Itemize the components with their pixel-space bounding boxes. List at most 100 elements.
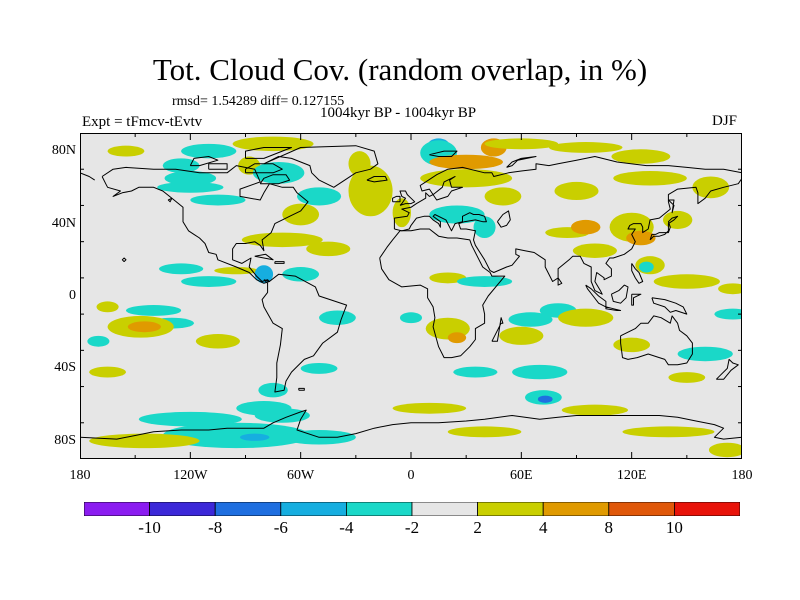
coastline (298, 387, 305, 391)
anomaly-patch (420, 169, 513, 188)
coastline (208, 163, 228, 170)
anomaly-patch (447, 332, 467, 344)
colorbar-label: 4 (538, 518, 548, 537)
anomaly-patch (258, 382, 288, 398)
coastline (496, 210, 511, 228)
rmsd-diff-stats: rmsd= 1.54289 diff= 0.127155 (172, 94, 345, 109)
experiment-label: Expt = tFmcv-tEvtv (82, 114, 203, 130)
colorbar-bin (608, 501, 675, 517)
anomaly-patch (613, 171, 687, 186)
coastline (394, 178, 742, 295)
coastline (631, 293, 642, 306)
colorbar-bin (477, 501, 544, 517)
colorbar-label: -2 (404, 518, 420, 537)
anomaly-patch (138, 411, 242, 427)
longitude-label: 60E (510, 468, 533, 483)
colorbar-bin (280, 501, 347, 517)
anomaly-patch (611, 149, 671, 164)
latitude-label: 80S (54, 432, 76, 448)
latitude-label: 80N (51, 143, 76, 159)
axis-ticks (79, 132, 743, 460)
colorbar-label: 8 (604, 518, 614, 537)
colorbar-label: -8 (208, 518, 223, 537)
coastline (245, 147, 292, 159)
anomaly-patch (662, 210, 693, 229)
anomaly-patch (668, 372, 706, 383)
coastline (245, 163, 283, 174)
anomaly-patch (125, 305, 182, 316)
anomaly-patch (626, 230, 656, 246)
anomaly-patch (613, 337, 651, 353)
anomaly-patch (157, 181, 224, 193)
colorbar-label: -10 (138, 518, 161, 537)
coastline (121, 257, 127, 262)
anomaly-patch (561, 404, 628, 416)
anomaly-patch (570, 219, 601, 235)
anomaly-patch (348, 165, 393, 217)
coastline (620, 315, 693, 366)
coastline (101, 165, 309, 284)
anomaly-patch (429, 272, 467, 284)
longitude-label: 120E (616, 468, 647, 483)
anomaly-patch (282, 267, 320, 282)
coastline (631, 263, 644, 284)
anomaly-patch (127, 321, 161, 333)
anomaly-patch (300, 363, 338, 374)
anomaly-patch (239, 433, 270, 441)
anomaly-patch (181, 276, 237, 287)
latitude-label: 40S (54, 360, 76, 376)
anomaly-patch (296, 187, 342, 206)
coastline (506, 156, 537, 168)
plot-title: Tot. Cloud Cov. (random overlap, in %) (152, 52, 648, 87)
latitude-label: 40N (51, 215, 76, 231)
colorbar (83, 501, 741, 517)
anomaly-patch (453, 366, 498, 378)
coastline (259, 174, 291, 185)
anomaly-patch (548, 142, 623, 153)
colorbar-bin (83, 501, 150, 517)
anomaly-patch (89, 366, 126, 378)
coastline (399, 190, 416, 206)
anomaly-patch (195, 334, 240, 349)
season-label: DJF (712, 113, 738, 129)
colorbar-label: -6 (273, 518, 288, 537)
anomaly-patch (429, 154, 503, 170)
anomaly-map-svg (79, 132, 743, 460)
anomaly-patch (484, 138, 559, 150)
longitude-label: 0 (407, 468, 415, 483)
period-label: 1004kyr BP - 1004kyr BP (320, 105, 477, 121)
anomaly-patch (190, 194, 246, 206)
anomaly-patch (572, 243, 617, 258)
anomaly-patch (708, 442, 742, 458)
anomaly-patch (319, 310, 356, 325)
coastline (80, 409, 742, 440)
coastline (715, 358, 739, 380)
coastlines (80, 145, 742, 440)
anomaly-patch (512, 364, 568, 380)
anomaly-patch (718, 283, 742, 295)
anomaly-patch (677, 346, 733, 362)
coastline (274, 261, 285, 264)
coastline (605, 306, 622, 311)
anomaly-patch (89, 433, 200, 449)
anomaly-patch (653, 274, 720, 289)
anomaly-patch (558, 308, 614, 327)
anomaly-patch (232, 136, 314, 152)
coastline (393, 156, 742, 229)
anomaly-patch (282, 203, 320, 226)
anomaly-patch (392, 198, 411, 228)
latitude-label: 0 (69, 288, 76, 303)
world-map (79, 132, 743, 460)
anomaly-patch (241, 232, 323, 248)
colorbar-bin (542, 501, 610, 517)
anomaly-patch (96, 301, 119, 313)
coastline (366, 176, 388, 183)
coastline (167, 197, 173, 203)
longitude-label: 120W (173, 468, 208, 483)
anomaly-patch (508, 312, 553, 327)
longitude-label: 180 (69, 468, 91, 483)
colorbar-bin (411, 501, 478, 517)
colorbar-label: 2 (473, 518, 482, 537)
anomaly-patch (392, 402, 467, 414)
anomaly-patch (484, 187, 522, 206)
